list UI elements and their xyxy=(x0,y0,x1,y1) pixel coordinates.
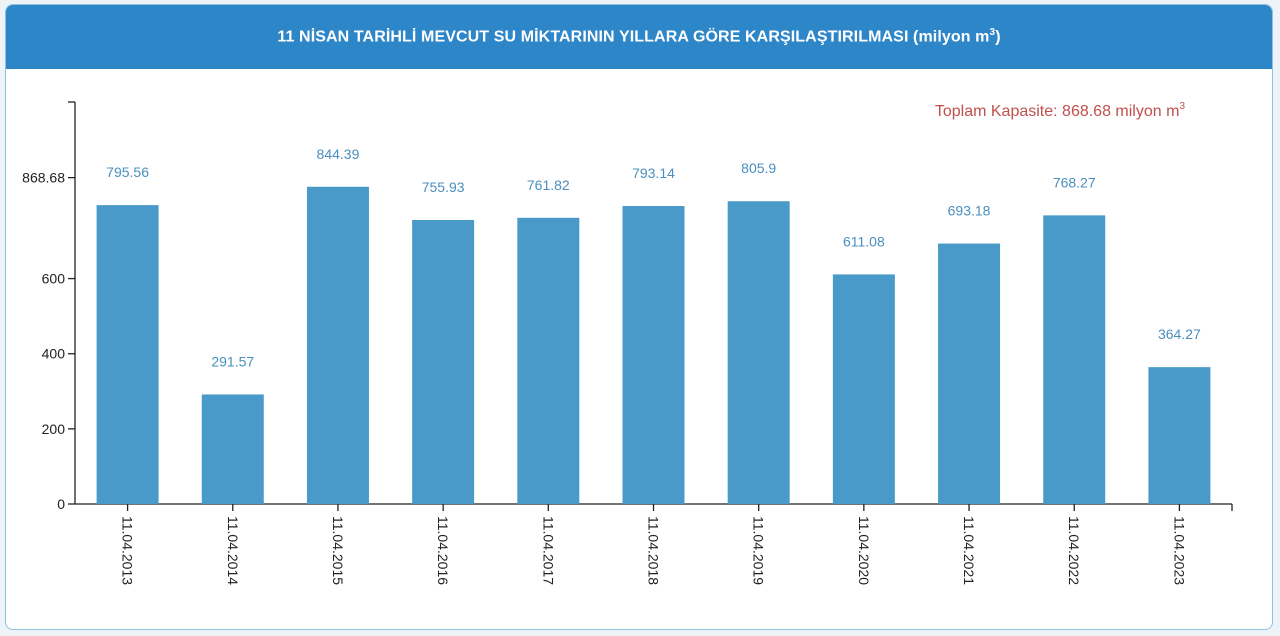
chart-bars xyxy=(96,186,1211,505)
chart-y-ticks: 0 200 400 600 868.68 xyxy=(22,170,75,512)
bar-value-label: 693.18 xyxy=(948,203,991,219)
bar[interactable] xyxy=(517,217,580,504)
x-tick-label: 11.04.2021 xyxy=(961,516,977,585)
capacity-note: Toplam Kapasite: 868.68 milyon m3 xyxy=(935,101,1186,120)
bar-value-label: 793.14 xyxy=(632,165,675,181)
chart-value-labels: 795.56 291.57 844.39 755.93 761.82 793.14 805.… xyxy=(106,146,1201,370)
bar-value-label: 761.82 xyxy=(527,177,570,193)
x-tick-label: 11.04.2017 xyxy=(540,516,556,585)
bar[interactable] xyxy=(1148,367,1211,504)
bar[interactable] xyxy=(412,219,475,504)
capacity-note-sup: 3 xyxy=(1179,101,1185,112)
x-tick-label: 11.04.2013 xyxy=(120,516,136,585)
chart-title-unit-sup: 3 xyxy=(989,27,996,39)
chart-title-unit-close: ) xyxy=(995,28,1001,46)
x-tick-label: 11.04.2014 xyxy=(225,516,241,585)
x-tick-label: 11.04.2018 xyxy=(646,516,662,585)
x-tick-label: 11.04.2020 xyxy=(856,516,872,585)
bar[interactable] xyxy=(306,186,369,504)
y-tick-label: 400 xyxy=(42,346,66,362)
bar-value-label: 755.93 xyxy=(422,179,465,195)
bar-value-label: 291.57 xyxy=(211,353,254,369)
bar[interactable] xyxy=(201,394,264,504)
panel-header: 11 NİSAN TARİHLİ MEVCUT SU MİKTARININ YI… xyxy=(6,5,1272,69)
bar-value-label: 795.56 xyxy=(106,164,149,180)
bar[interactable] xyxy=(622,206,685,505)
y-tick-label: 200 xyxy=(42,421,66,437)
x-tick-label: 11.04.2022 xyxy=(1066,516,1082,585)
chart-title: 11 NİSAN TARİHLİ MEVCUT SU MİKTARININ YI… xyxy=(277,27,1000,46)
y-tick-label: 868.68 xyxy=(22,170,65,186)
x-tick-label: 11.04.2016 xyxy=(435,516,451,585)
y-tick-label: 600 xyxy=(42,271,66,287)
bar[interactable] xyxy=(96,205,159,504)
x-tick-label: 11.04.2015 xyxy=(330,516,346,585)
bar-value-label: 844.39 xyxy=(317,146,360,162)
capacity-note-text: Toplam Kapasite: 868.68 milyon m xyxy=(935,103,1180,120)
chart-title-unit: (milyon m xyxy=(913,28,990,46)
bar[interactable] xyxy=(727,201,790,505)
bar-value-label: 611.08 xyxy=(843,233,885,249)
x-tick-label: 11.04.2019 xyxy=(751,516,767,585)
bar[interactable] xyxy=(938,243,1001,504)
chart-title-main: 11 NİSAN TARİHLİ MEVCUT SU MİKTARININ YI… xyxy=(277,28,909,46)
y-tick-label: 0 xyxy=(57,496,65,512)
bar-value-label: 768.27 xyxy=(1053,174,1096,190)
x-tick-label: 11.04.2023 xyxy=(1171,516,1187,585)
bar-value-label: 364.27 xyxy=(1158,326,1201,342)
bar[interactable] xyxy=(1043,215,1106,505)
bar-value-label: 805.9 xyxy=(741,160,776,176)
chart-x-ticks: 11.04.2013 11.04.2014 11.04.2015 11.04.2016… xyxy=(120,504,1187,585)
bar[interactable] xyxy=(832,274,895,504)
